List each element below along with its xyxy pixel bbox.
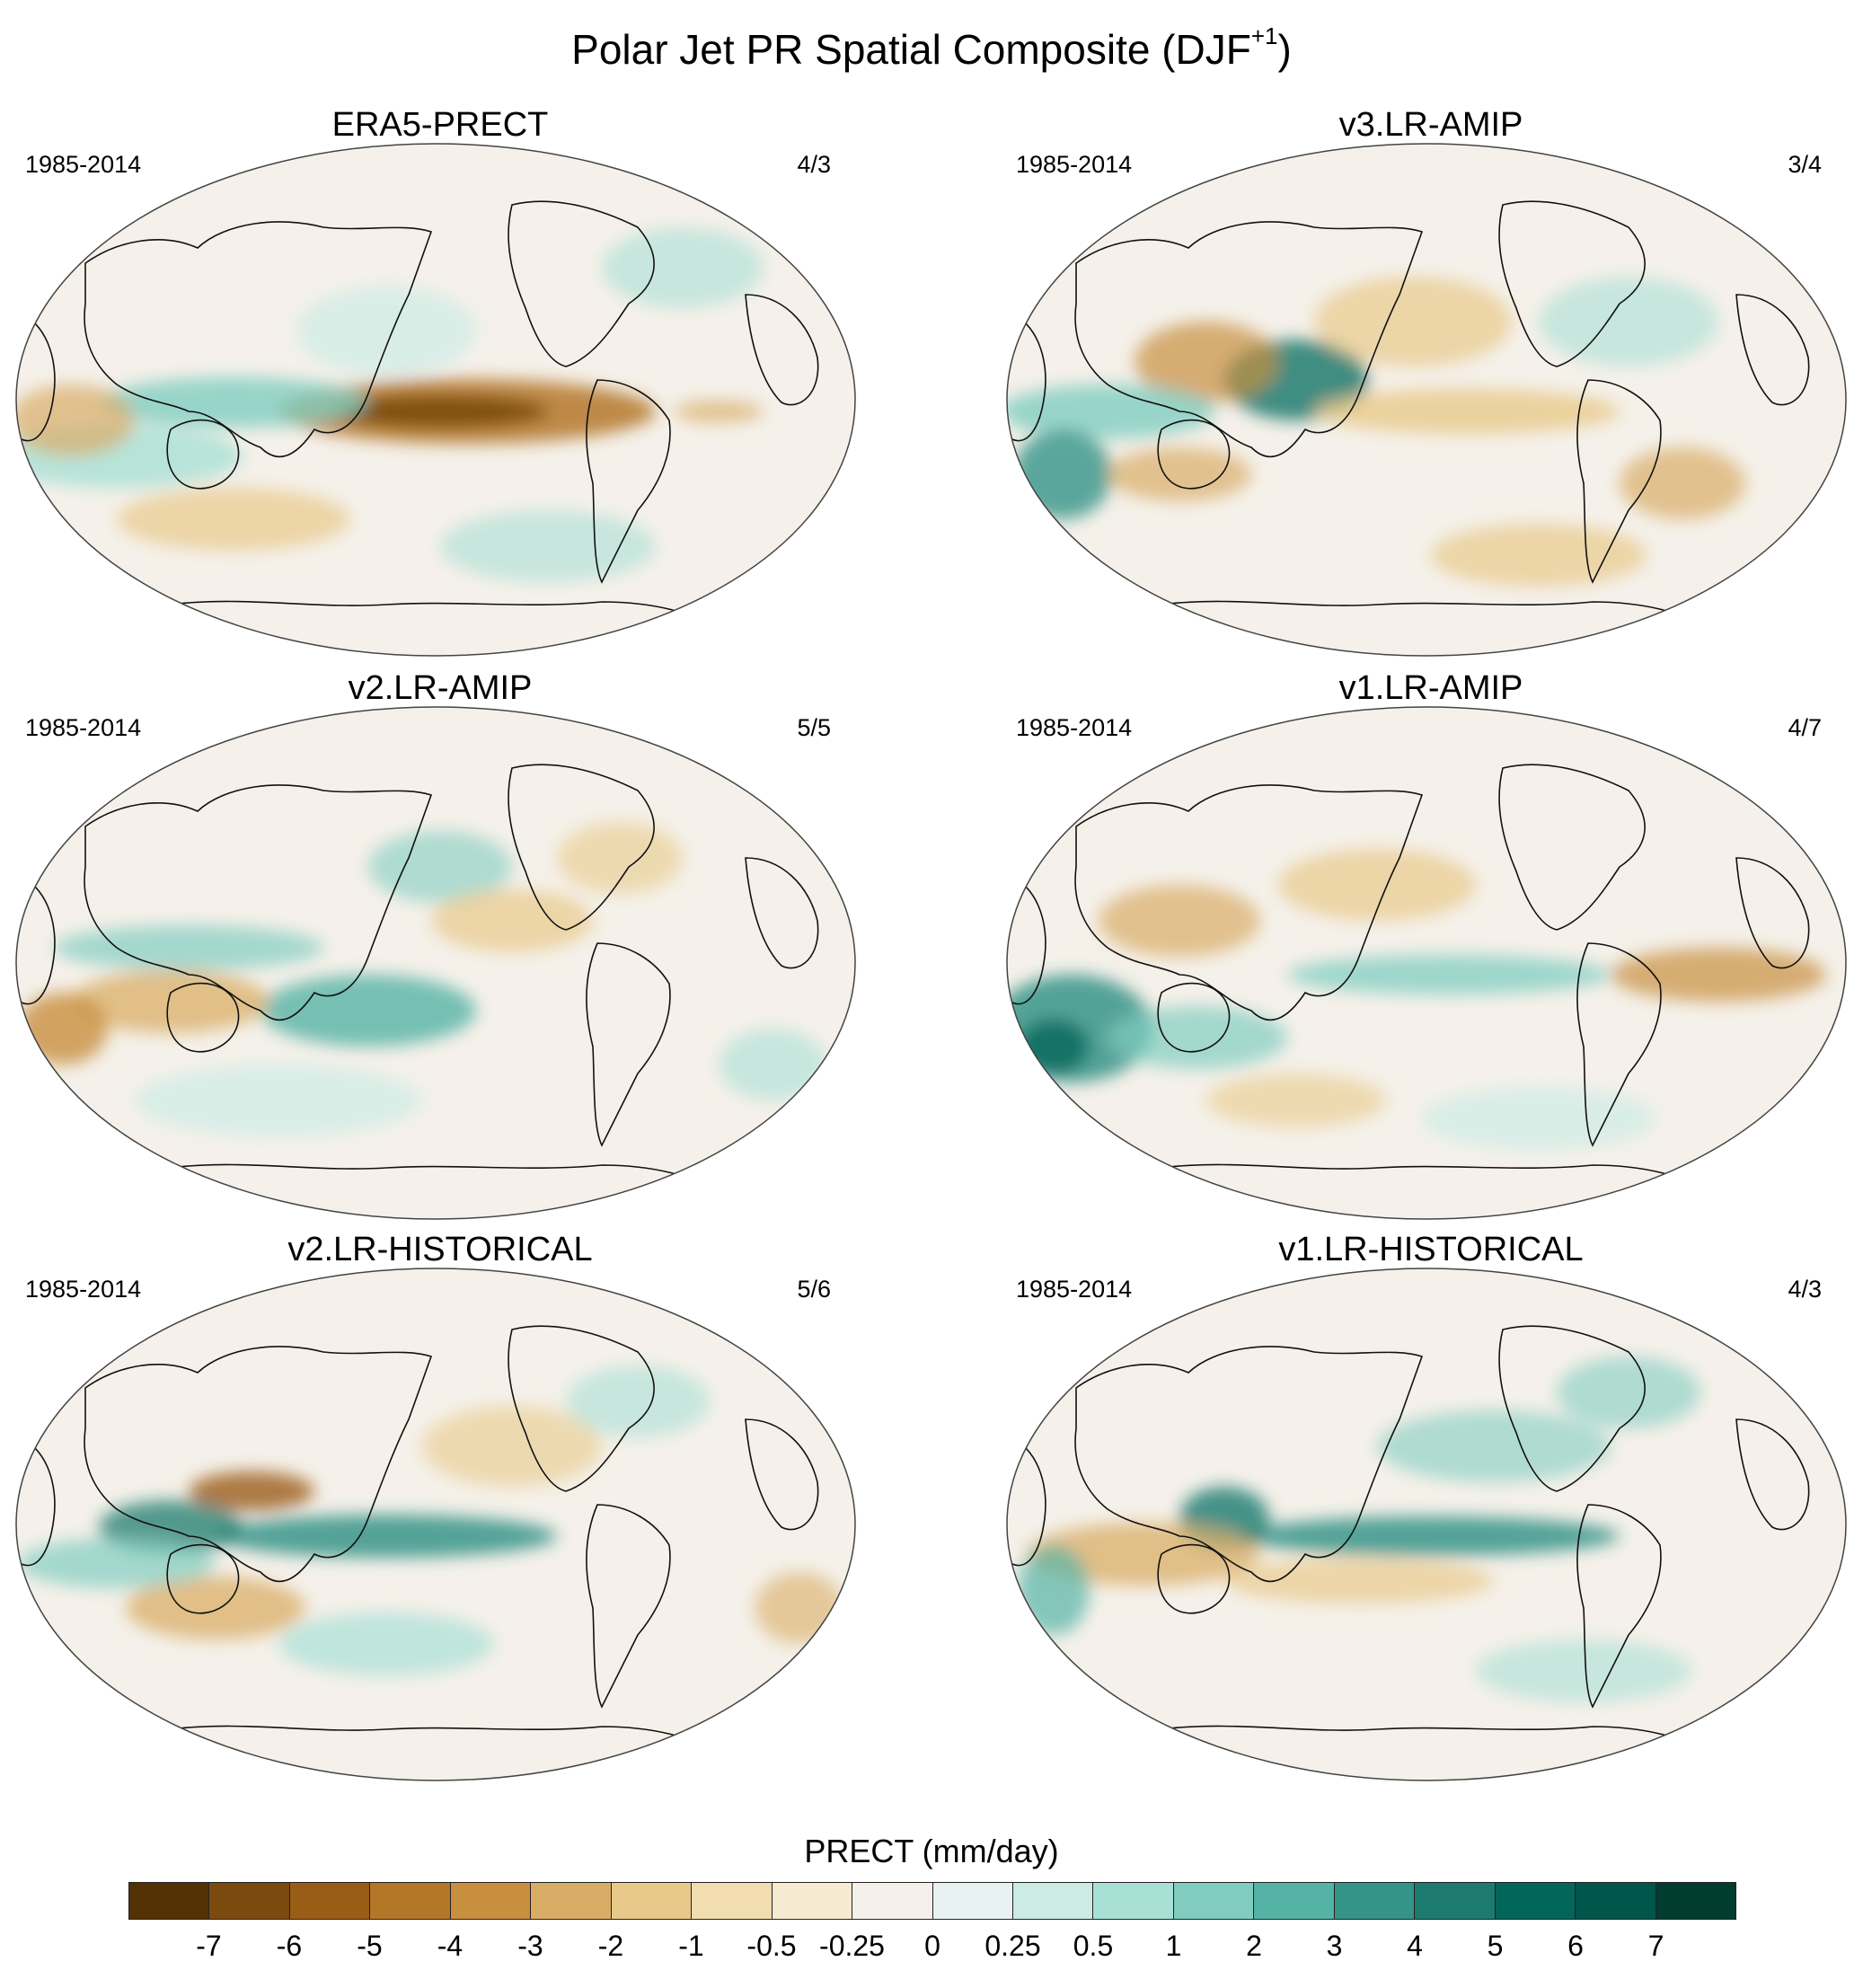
colorbar-tick-label: 0.25 [984, 1930, 1041, 1962]
map-panel: v1.LR-AMIP 1985-2014 4/7 [1000, 669, 1862, 1222]
colorbar-box [209, 1883, 290, 1919]
colorbar [128, 1882, 1736, 1920]
colorbar-tick-label: -3 [517, 1930, 543, 1962]
colorbar-box [531, 1883, 612, 1919]
map-panel: v2.LR-AMIP 1985-2014 5/5 [9, 669, 871, 1222]
colorbar-tick-label: -4 [437, 1930, 464, 1962]
colorbar-box [1576, 1883, 1656, 1919]
colorbar-label: PRECT (mm/day) [804, 1833, 1059, 1869]
map-panel: ERA5-PRECT 1985-2014 4/3 [9, 106, 871, 658]
panel-ratio: 5/5 [797, 714, 831, 741]
panel-title: v2.LR-AMIP [348, 669, 533, 707]
colorbar-box [1656, 1883, 1736, 1919]
colorbar-box [1334, 1883, 1416, 1919]
panel-title: v1.LR-AMIP [1338, 669, 1523, 707]
colorbar-tick-label: -2 [597, 1930, 624, 1962]
figure-title: Polar Jet PR Spatial Composite (DJF+1) [0, 22, 1863, 74]
colorbar-box [852, 1883, 933, 1919]
colorbar-tick-label: -7 [196, 1930, 222, 1962]
map-figure [15, 143, 856, 657]
colorbar-box [289, 1883, 371, 1919]
colorbar-box [611, 1883, 693, 1919]
colorbar-box [772, 1883, 853, 1919]
colorbar-box [450, 1883, 532, 1919]
colorbar-tick-label: 7 [1647, 1930, 1664, 1962]
colorbar-box [1173, 1883, 1255, 1919]
figure-title-superscript: +1 [1250, 22, 1278, 49]
panel-period: 1985-2014 [25, 714, 142, 741]
colorbar-tick-label: 1 [1165, 1930, 1182, 1962]
panel-ratio: 4/3 [1788, 1276, 1822, 1303]
panel-title: v2.LR-HISTORICAL [287, 1231, 593, 1268]
colorbar-tick-label: 3 [1326, 1930, 1343, 1962]
colorbar-box [932, 1883, 1013, 1919]
panel-ratio: 4/7 [1788, 714, 1822, 741]
colorbar-tick-label: 2 [1246, 1930, 1262, 1962]
panel-period: 1985-2014 [1016, 714, 1133, 741]
panel-title: v1.LR-HISTORICAL [1278, 1231, 1584, 1268]
panel-title: v3.LR-AMIP [1338, 106, 1523, 144]
colorbar-tick-label: 4 [1407, 1930, 1423, 1962]
figure-title-suffix: ) [1277, 26, 1292, 73]
colorbar-tick-label: -0.25 [819, 1930, 885, 1962]
colorbar-tick-label: 0.5 [1073, 1930, 1114, 1962]
colorbar-box [1093, 1883, 1174, 1919]
colorbar-box [1254, 1883, 1335, 1919]
panel-title: ERA5-PRECT [331, 106, 549, 144]
map-figure [1006, 1268, 1847, 1781]
map-figure [15, 706, 856, 1220]
map-figure [1006, 706, 1847, 1220]
colorbar-tick-label: 5 [1487, 1930, 1504, 1962]
colorbar-box [1012, 1883, 1094, 1919]
map-panel: v1.LR-HISTORICAL 1985-2014 4/3 [1000, 1231, 1862, 1783]
colorbar-tick-label: -6 [276, 1930, 303, 1962]
panel-ratio: 5/6 [797, 1276, 831, 1303]
map-figure [15, 1268, 856, 1781]
panel-period: 1985-2014 [1016, 1276, 1133, 1303]
map-figure [1006, 143, 1847, 657]
colorbar-box [1415, 1883, 1496, 1919]
colorbar-tick-label: 6 [1567, 1930, 1584, 1962]
panel-ratio: 3/4 [1788, 151, 1822, 178]
panel-period: 1985-2014 [25, 1276, 142, 1303]
map-panel: v3.LR-AMIP 1985-2014 3/4 [1000, 106, 1862, 658]
colorbar-box [1495, 1883, 1576, 1919]
colorbar-tick-label: -5 [357, 1930, 383, 1962]
colorbar-tick-label: -1 [678, 1930, 704, 1962]
colorbar-tick-label: -0.5 [746, 1930, 797, 1962]
colorbar-box [129, 1883, 210, 1919]
map-panel: v2.LR-HISTORICAL 1985-2014 5/6 [9, 1231, 871, 1783]
colorbar-box [370, 1883, 451, 1919]
panel-period: 1985-2014 [25, 151, 142, 178]
colorbar-box [692, 1883, 773, 1919]
figure-title-text: Polar Jet PR Spatial Composite (DJF [571, 26, 1251, 73]
colorbar-tick-label: 0 [924, 1930, 940, 1962]
panel-ratio: 4/3 [797, 151, 831, 178]
panel-period: 1985-2014 [1016, 151, 1133, 178]
